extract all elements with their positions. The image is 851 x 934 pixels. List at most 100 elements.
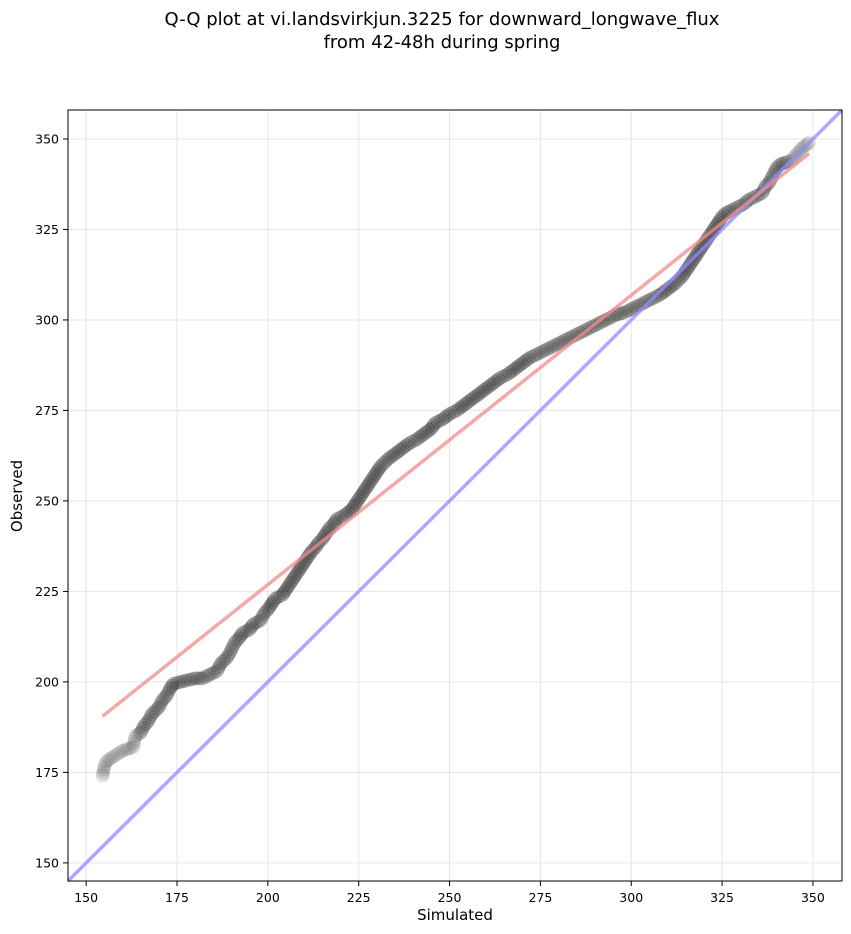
y-tick-label: 275	[35, 403, 59, 418]
one-to-one-line	[66, 108, 844, 883]
qq-point	[356, 485, 371, 499]
qq-point	[460, 395, 475, 410]
qq-point	[334, 509, 349, 524]
qq-point	[99, 754, 113, 769]
qq-point	[146, 705, 161, 720]
qq-point	[360, 479, 374, 494]
qq-point	[96, 764, 111, 779]
qq-point	[246, 617, 261, 631]
qq-point	[345, 501, 360, 515]
qq-point	[529, 347, 544, 362]
qq-point	[349, 495, 364, 510]
qq-point	[489, 373, 504, 388]
qq-point	[198, 670, 212, 684]
qq-point	[504, 364, 519, 379]
qq-point	[373, 459, 388, 474]
qq-point	[354, 488, 368, 503]
qq-point	[405, 435, 419, 449]
qq-point	[244, 620, 258, 635]
qq-point	[162, 682, 177, 696]
qq-point	[132, 726, 146, 741]
qq-point	[256, 608, 270, 623]
qq-point	[98, 757, 113, 772]
qq-point	[617, 305, 631, 320]
qq-point	[166, 676, 181, 691]
qq-point	[612, 307, 626, 321]
qq-point	[451, 402, 466, 416]
qq-point	[152, 700, 166, 715]
qq-point	[224, 642, 239, 657]
qq-point	[624, 302, 639, 316]
x-tick-label: 175	[165, 890, 189, 905]
qq-point	[500, 367, 515, 382]
x-tick-label: 250	[438, 890, 462, 905]
qq-point	[128, 729, 143, 744]
qq-point	[127, 737, 141, 752]
qq-point	[370, 465, 384, 479]
qq-point	[332, 511, 347, 525]
qq-point	[122, 741, 136, 756]
qq-point	[508, 362, 522, 376]
qq-point	[439, 409, 453, 424]
qq-point	[185, 672, 200, 686]
qq-point	[368, 466, 383, 481]
qq-point	[402, 436, 417, 450]
qq-point	[248, 615, 263, 630]
qq-point	[399, 438, 413, 453]
qq-point	[281, 579, 296, 593]
qq-point	[265, 595, 280, 610]
qq-point	[253, 613, 268, 628]
qq-point	[223, 644, 238, 659]
qq-point	[445, 406, 459, 420]
qq-point	[522, 351, 537, 365]
qq-point	[366, 470, 381, 485]
y-tick-label: 150	[35, 855, 59, 870]
qq-point	[506, 363, 520, 377]
qq-point	[466, 391, 480, 406]
qq-point	[124, 740, 139, 755]
qq-point	[544, 340, 559, 354]
qq-point	[159, 689, 173, 704]
qq-point	[97, 762, 111, 777]
qq-point	[268, 591, 282, 606]
qq-point	[120, 742, 134, 757]
qq-point	[95, 769, 110, 783]
qq-point	[496, 369, 510, 384]
qq-point	[386, 448, 401, 463]
qq-point	[183, 672, 198, 687]
qq-point	[539, 342, 554, 357]
qq-point	[160, 687, 175, 701]
qq-point	[407, 433, 422, 448]
qq-point	[435, 412, 450, 427]
qq-point	[367, 468, 382, 483]
qq-point	[464, 392, 479, 407]
qq-point	[178, 673, 193, 688]
qq-point	[212, 659, 227, 674]
qq-point	[365, 472, 379, 487]
y-tick-label: 175	[35, 765, 59, 780]
x-tick-label: 225	[347, 890, 371, 905]
qq-point	[222, 647, 236, 661]
qq-point	[377, 456, 391, 470]
qq-point	[202, 667, 217, 682]
qq-point	[622, 303, 636, 318]
axes-frame	[67, 109, 843, 882]
qq-point	[242, 622, 257, 637]
qq-point	[480, 380, 495, 395]
qq-point	[475, 384, 490, 399]
qq-point	[479, 381, 493, 396]
qq-point	[267, 593, 281, 608]
qq-point	[542, 341, 556, 356]
qq-point	[157, 691, 172, 706]
qq-point	[347, 499, 361, 514]
qq-point	[395, 441, 410, 456]
qq-point	[455, 399, 470, 414]
qq-point	[351, 492, 366, 506]
qq-point	[148, 704, 163, 718]
qq-point	[135, 723, 149, 737]
x-tick-label: 275	[528, 890, 552, 905]
qq-point	[211, 661, 225, 676]
qq-point	[427, 418, 441, 432]
qq-point	[255, 611, 269, 625]
qq-point	[513, 357, 528, 372]
